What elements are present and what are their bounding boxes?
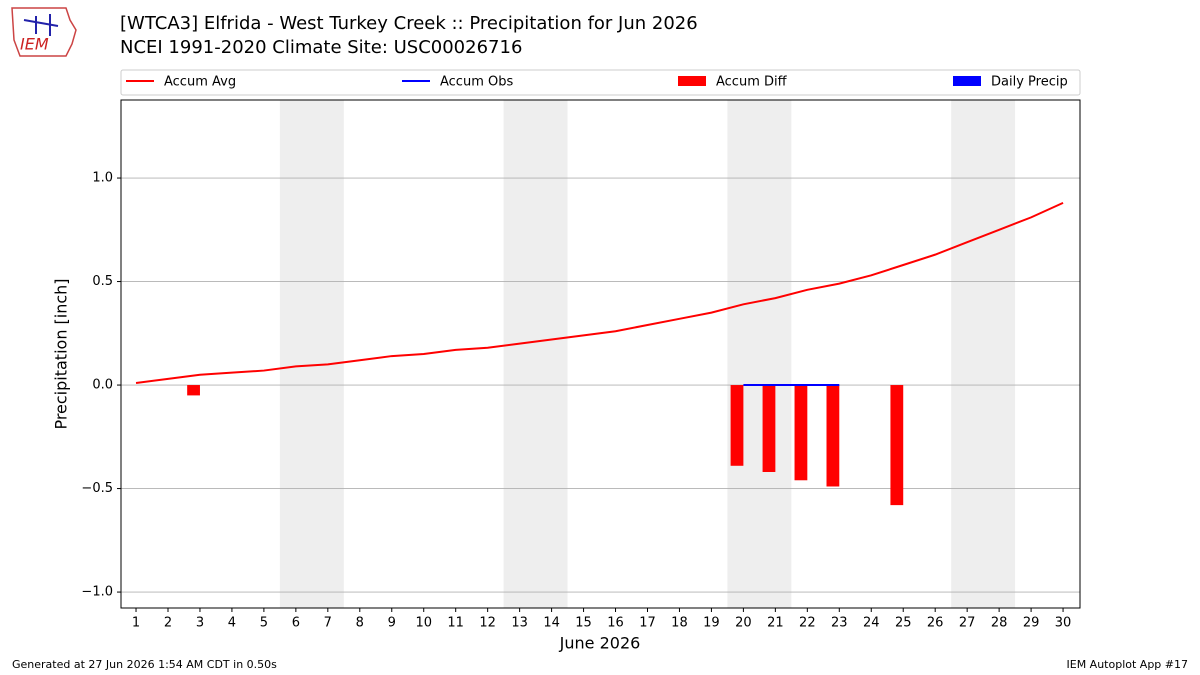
x-tick-label: 9 (388, 616, 396, 631)
bar (730, 385, 744, 466)
y-tick-label: 0.0 (92, 378, 113, 393)
footer-left: Generated at 27 Jun 2026 1:54 AM CDT in … (12, 658, 277, 671)
x-tick-label: 23 (831, 616, 848, 631)
legend-swatch (953, 76, 981, 86)
chart-subtitle: NCEI 1991-2020 Climate Site: USC00026716 (120, 37, 522, 58)
x-tick-label: 28 (991, 616, 1008, 631)
x-tick-label: 13 (511, 616, 528, 631)
weekend-shade (279, 100, 344, 608)
x-tick-label: 27 (959, 616, 976, 631)
x-tick-label: 2 (164, 616, 172, 631)
bar (187, 385, 200, 396)
logo: IEM (11, 7, 77, 57)
legend-label: Accum Obs (440, 75, 513, 90)
logo-text: IEM (20, 35, 49, 54)
legend-label: Accum Diff (716, 75, 788, 90)
y-tick-label: −0.5 (81, 481, 113, 496)
bar (794, 385, 808, 481)
weekend-shade (951, 100, 1016, 608)
x-tick-label: 8 (356, 616, 364, 631)
weekend-shade (727, 100, 792, 608)
y-tick-label: 1.0 (92, 171, 113, 186)
legend-label: Accum Avg (164, 75, 236, 90)
chart-title: [WTCA3] Elfrida - West Turkey Creek :: P… (120, 13, 698, 34)
x-tick-label: 20 (735, 616, 752, 631)
bar (762, 385, 776, 472)
y-tick-label: 0.5 (92, 274, 113, 289)
x-tick-label: 3 (196, 616, 204, 631)
x-tick-label: 7 (324, 616, 332, 631)
series-line (135, 201, 1064, 384)
x-tick-label: 11 (447, 616, 464, 631)
x-tick-label: 16 (607, 616, 624, 631)
x-tick-label: 4 (228, 616, 236, 631)
x-axis-label: June 2026 (559, 634, 641, 653)
bar (890, 385, 904, 506)
legend-label: Daily Precip (991, 75, 1068, 90)
x-tick-label: 12 (479, 616, 496, 631)
x-tick-label: 26 (927, 616, 944, 631)
x-tick-label: 10 (415, 616, 432, 631)
x-tick-label: 29 (1023, 616, 1040, 631)
legend-box (120, 69, 1081, 96)
x-tick-label: 6 (292, 616, 300, 631)
x-tick-label: 14 (543, 616, 560, 631)
x-tick-label: 25 (895, 616, 912, 631)
x-tick-label: 1 (132, 616, 140, 631)
x-tick-label: 21 (767, 616, 784, 631)
y-axis-label: Precipitation [inch] (52, 278, 71, 429)
plot-frame (120, 99, 1081, 609)
x-tick-label: 18 (671, 616, 688, 631)
x-tick-label: 19 (703, 616, 720, 631)
logo-mark (23, 14, 59, 36)
y-tick-label: −1.0 (81, 585, 113, 600)
footer-right: IEM Autoplot App #17 (1067, 658, 1189, 671)
x-tick-label: 15 (575, 616, 592, 631)
x-tick-label: 5 (260, 616, 268, 631)
x-tick-label: 30 (1055, 616, 1072, 631)
bar (826, 385, 840, 487)
x-tick-label: 17 (639, 616, 656, 631)
legend-swatch (678, 76, 706, 86)
x-tick-label: 24 (863, 616, 880, 631)
x-tick-label: 22 (799, 616, 816, 631)
weekend-shade (503, 100, 568, 608)
